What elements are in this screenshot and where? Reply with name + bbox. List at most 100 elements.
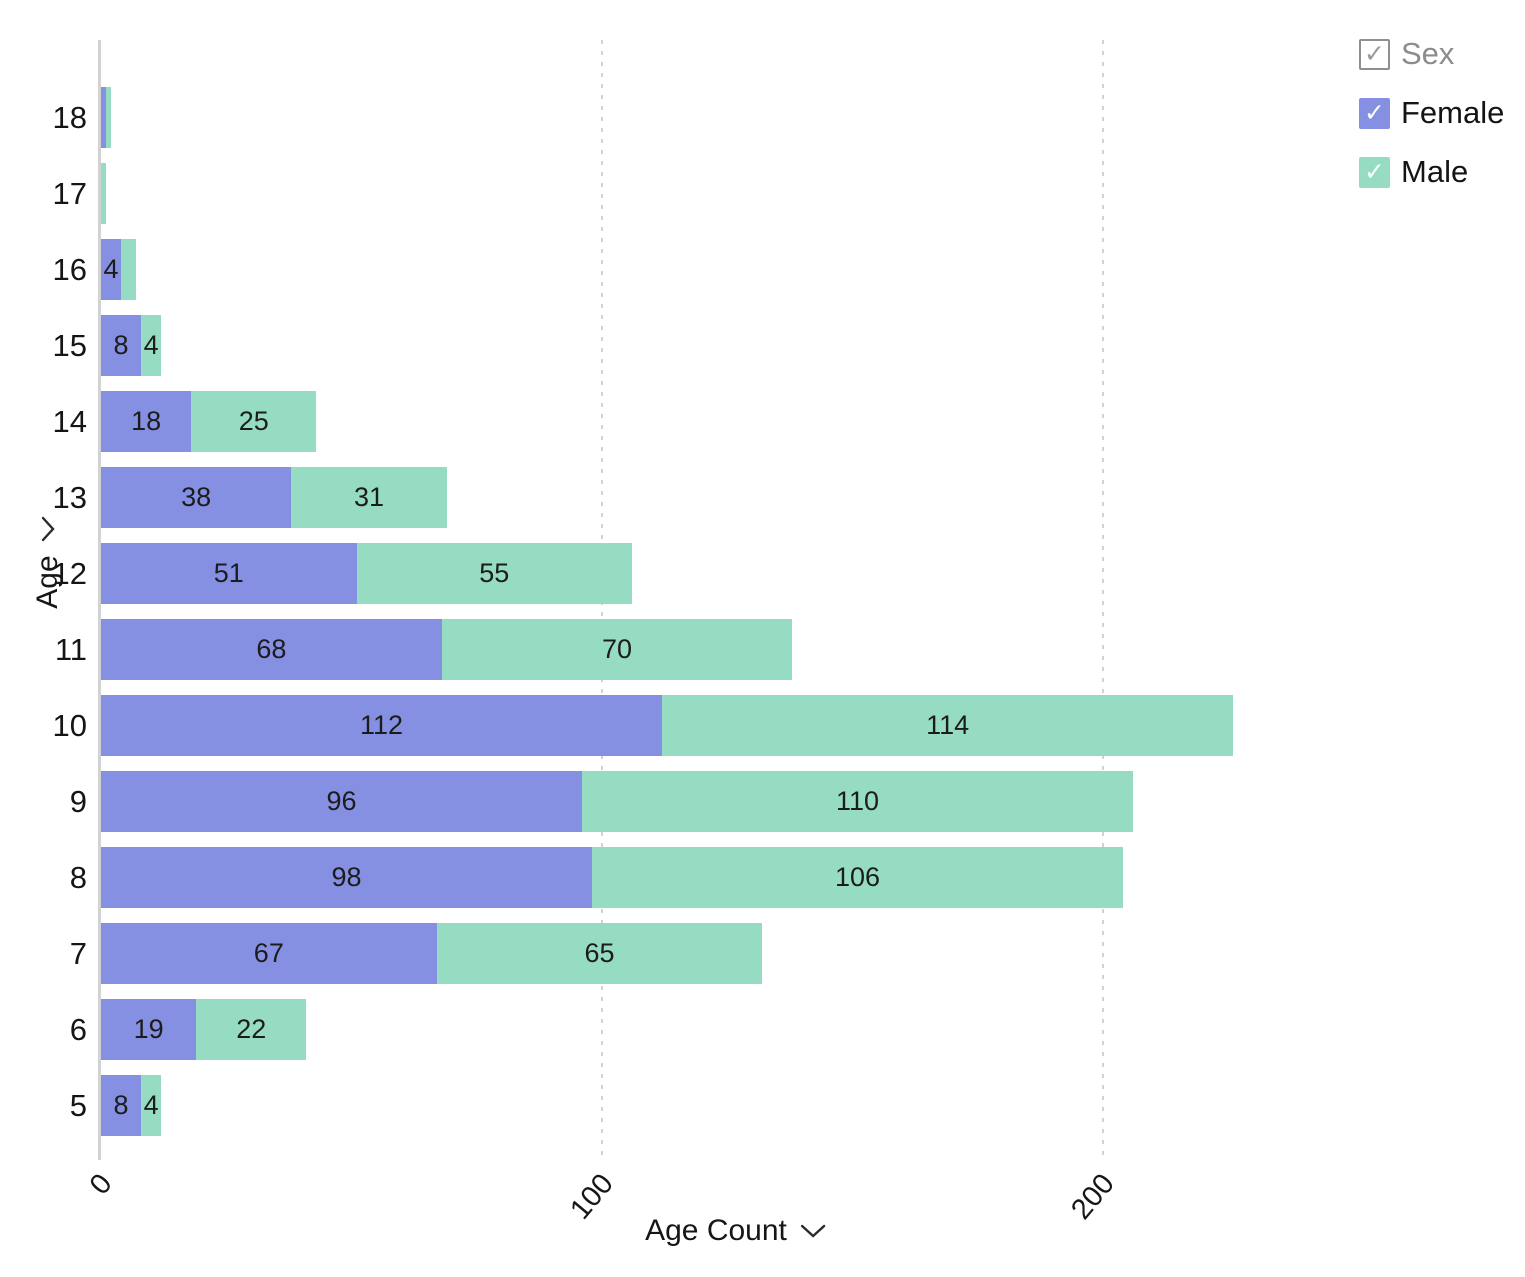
checkbox-male[interactable]: ✓: [1359, 156, 1390, 188]
bar-value-label: 8: [113, 330, 129, 360]
y-axis-line: [98, 40, 101, 1160]
y-tick-label: 14: [52, 403, 87, 439]
bar-row-age-13: 13 38 31: [0, 467, 1525, 528]
bar-segment-male[interactable]: 65: [436, 923, 763, 984]
bar-segment-male[interactable]: 70: [441, 619, 793, 680]
y-tick-label: 5: [69, 1087, 87, 1123]
bar-segment-female[interactable]: [101, 87, 106, 148]
bar-row-age-11: 11 68 70: [0, 619, 1525, 680]
y-tick-label: 17: [52, 175, 87, 211]
bar-value-label: 4: [143, 1090, 159, 1120]
bar-segment-male[interactable]: [121, 239, 137, 300]
bar-row-age-10: 10 112 114: [0, 695, 1525, 756]
bar-segment-male[interactable]: 22: [196, 999, 307, 1060]
bar-segment-male[interactable]: [101, 163, 106, 224]
legend-item-female[interactable]: ✓ Female: [1359, 95, 1504, 131]
bar-value-label: 96: [326, 786, 357, 816]
bar-value-label: 19: [133, 1014, 164, 1044]
bar-value-label: 70: [601, 634, 633, 664]
y-tick-label: 18: [52, 99, 87, 135]
bar-value-label: 31: [354, 482, 385, 512]
y-tick-label: 16: [52, 251, 87, 287]
bar-row-age-15: 15 8 4: [0, 315, 1525, 376]
bar-segment-male[interactable]: 4: [141, 1075, 162, 1136]
bar-row-age-16: 16 4: [0, 239, 1525, 300]
chevron-down-icon[interactable]: [799, 1214, 827, 1248]
x-tick-label: 200: [1064, 1168, 1121, 1226]
bar-value-label: 8: [113, 1090, 129, 1120]
bar-segment-female[interactable]: 38: [101, 467, 292, 528]
gridline-200: [1102, 40, 1104, 1162]
checkbox-female[interactable]: ✓: [1359, 97, 1390, 129]
bar-row-age-18: 18: [0, 87, 1525, 148]
bar-row-age-12: 12 51 55: [0, 543, 1525, 604]
checkmark-icon: ✓: [1364, 98, 1385, 127]
bar-segment-male[interactable]: 114: [662, 695, 1234, 756]
bar-segment-female[interactable]: 98: [101, 847, 592, 908]
bar-value-label: 68: [256, 634, 287, 664]
bar-value-label: 25: [238, 406, 269, 436]
bar-segment-female[interactable]: 8: [101, 1075, 142, 1136]
bar-value-label: 38: [181, 482, 212, 512]
bar-value-label: 98: [331, 862, 362, 892]
legend-label-male: Male: [1401, 154, 1469, 189]
bar-row-age-17: 17: [0, 163, 1525, 224]
bar-row-age-9: 9 96 110: [0, 771, 1525, 832]
legend: ✓ Sex ✓ Female ✓ Male: [1359, 36, 1504, 190]
bar-value-label: 67: [253, 938, 284, 968]
bar-row-age-14: 14 18 25: [0, 391, 1525, 452]
bar-segment-male[interactable]: 4: [141, 315, 162, 376]
bar-segment-female[interactable]: 8: [101, 315, 142, 376]
y-tick-label: 8: [69, 859, 87, 895]
y-tick-label: 7: [69, 935, 87, 971]
bar-value-label: 110: [835, 786, 880, 816]
y-tick-label: 10: [52, 707, 87, 743]
bar-segment-male[interactable]: 55: [356, 543, 633, 604]
bar-segment-female[interactable]: 18: [101, 391, 192, 452]
bar-segment-male[interactable]: 106: [591, 847, 1124, 908]
bar-value-label: 55: [479, 558, 510, 588]
bar-segment-male[interactable]: 110: [581, 771, 1134, 832]
x-tick-label: 100: [563, 1168, 620, 1226]
y-tick-label: 11: [54, 631, 87, 667]
x-axis-title-label: Age Count: [645, 1214, 787, 1247]
legend-item-male[interactable]: ✓ Male: [1359, 154, 1504, 190]
legend-label-sex: Sex: [1401, 36, 1455, 71]
y-tick-label: 15: [52, 327, 87, 363]
checkmark-icon: ✓: [1364, 39, 1385, 68]
bar-value-label: 65: [584, 938, 615, 968]
y-tick-label: 12: [52, 555, 87, 591]
bar-segment-female[interactable]: 67: [101, 923, 437, 984]
y-axis-title[interactable]: Age: [31, 462, 65, 662]
bar-value-label: 4: [103, 254, 119, 284]
y-axis-title-label: Age: [31, 555, 64, 609]
x-axis-title[interactable]: Age Count: [645, 1214, 827, 1248]
bar-segment-female[interactable]: 112: [101, 695, 663, 756]
bar-segment-male[interactable]: [106, 87, 111, 148]
bar-segment-female[interactable]: 96: [101, 771, 582, 832]
x-tick-label: 0: [83, 1168, 119, 1201]
bar-segment-female[interactable]: 51: [101, 543, 357, 604]
bar-row-age-7: 7 67 65: [0, 923, 1525, 984]
bar-segment-female[interactable]: 19: [101, 999, 197, 1060]
y-tick-label: 13: [52, 479, 87, 515]
chevron-down-icon[interactable]: [31, 515, 65, 543]
legend-item-sex[interactable]: ✓ Sex: [1359, 36, 1504, 72]
bar-segment-female[interactable]: 68: [101, 619, 442, 680]
bar-value-label: 114: [926, 710, 970, 740]
bar-value-label: 18: [131, 406, 162, 436]
y-tick-label: 9: [69, 783, 87, 819]
y-tick-label: 6: [69, 1011, 87, 1047]
checkmark-icon: ✓: [1364, 157, 1385, 186]
bar-segment-male[interactable]: 31: [291, 467, 447, 528]
bar-row-age-8: 8 98 106: [0, 847, 1525, 908]
checkbox-sex[interactable]: ✓: [1359, 38, 1390, 70]
bar-plot-area: 18 17 16 4 15 8 4 14 18 25 13 38 31 12 51 55 11 68 70 10 112…: [0, 87, 1525, 1136]
bar-value-label: 4: [143, 330, 159, 360]
bar-segment-female[interactable]: 4: [101, 239, 122, 300]
bar-segment-male[interactable]: 25: [191, 391, 317, 452]
bar-value-label: 22: [236, 1014, 267, 1044]
bar-value-label: 112: [360, 710, 404, 740]
